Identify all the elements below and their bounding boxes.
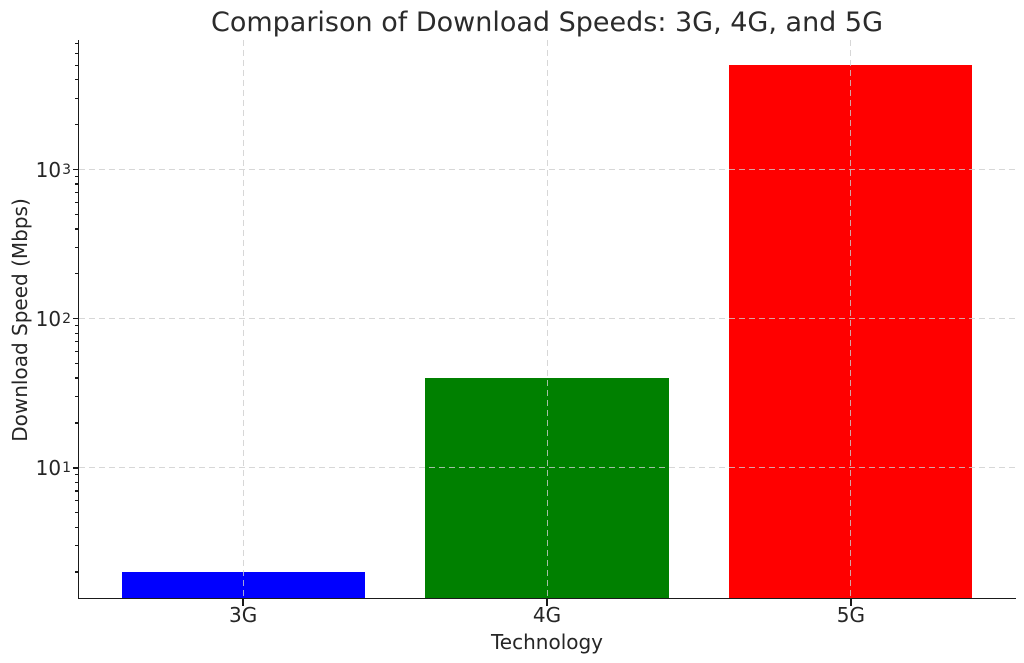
y-minor-tick xyxy=(75,474,79,476)
x-tick-label-4g: 4G xyxy=(532,602,562,627)
y-minor-tick xyxy=(75,192,79,194)
y-tick-label: 10 2 xyxy=(35,306,71,331)
y-minor-tick xyxy=(75,351,79,353)
x-axis-spine xyxy=(77,597,1016,599)
y-minor-tick xyxy=(75,396,79,398)
y-tick-label: 10 3 xyxy=(35,157,71,182)
y-minor-tick xyxy=(75,175,79,178)
y-minor-tick xyxy=(75,545,79,547)
y-minor-tick xyxy=(75,526,79,528)
major-gridline-vertical xyxy=(242,40,244,598)
x-tick-label-5g: 5G xyxy=(836,602,865,627)
y-minor-tick xyxy=(75,213,79,216)
y-minor-tick xyxy=(75,183,79,185)
y-minor-tick xyxy=(75,79,79,81)
y-minor-tick xyxy=(75,42,79,45)
y-minor-tick xyxy=(75,97,79,100)
y-minor-tick xyxy=(75,124,79,126)
y-minor-tick xyxy=(75,481,79,483)
y-minor-tick xyxy=(75,332,79,334)
y-major-tick xyxy=(72,168,79,171)
y-major-tick xyxy=(72,467,79,469)
y-minor-tick xyxy=(75,571,79,573)
major-gridline-vertical xyxy=(546,40,548,598)
x-tick-label-3g: 3G xyxy=(228,602,258,627)
chart-title: Comparison of Download Speeds: 3G, 4G, a… xyxy=(210,7,884,38)
x-major-tick xyxy=(850,599,852,606)
y-minor-tick xyxy=(75,377,79,379)
y-minor-tick xyxy=(75,422,79,424)
x-axis-label: Technology xyxy=(490,630,604,654)
y-axis-spine xyxy=(77,40,79,599)
y-minor-tick xyxy=(75,324,79,327)
y-minor-tick xyxy=(75,64,79,66)
y-major-tick xyxy=(72,318,79,320)
y-minor-tick xyxy=(75,341,79,343)
y-tick-label: 10 1 xyxy=(35,455,71,480)
x-major-tick xyxy=(242,599,244,606)
y-minor-tick xyxy=(75,52,79,55)
x-major-tick xyxy=(546,599,548,606)
y-minor-tick xyxy=(75,363,79,365)
y-minor-tick xyxy=(75,228,79,230)
major-gridline-vertical xyxy=(850,40,852,598)
y-minor-tick xyxy=(75,512,79,514)
y-minor-tick xyxy=(75,490,79,492)
y-minor-tick xyxy=(75,246,79,249)
y-minor-tick xyxy=(75,500,79,502)
y-minor-tick xyxy=(75,273,79,275)
y-minor-tick xyxy=(75,202,79,204)
